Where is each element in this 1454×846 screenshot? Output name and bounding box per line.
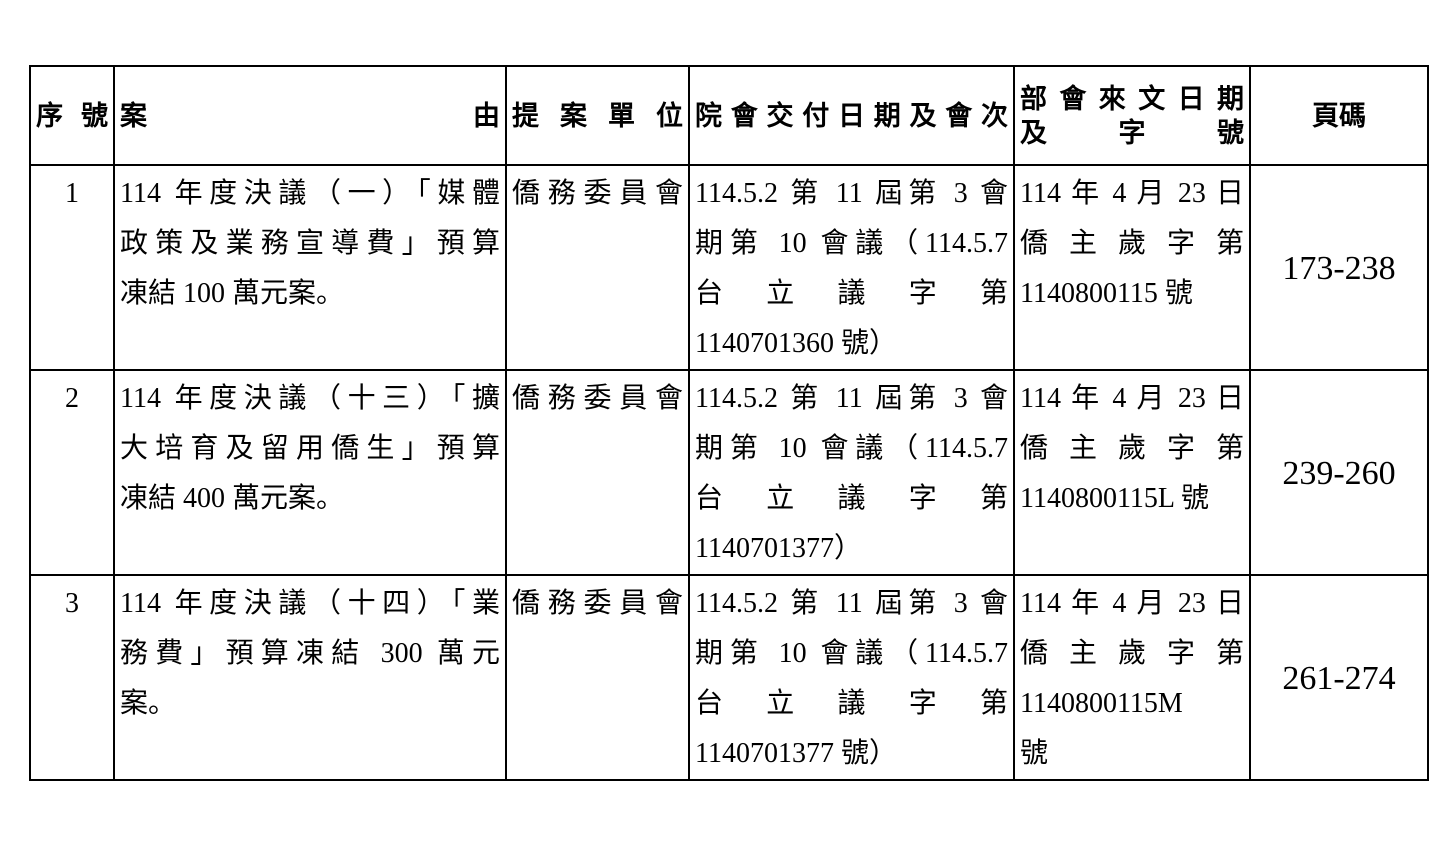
case-line: 務費」預算凍結 300 萬元 — [120, 638, 500, 669]
doc-line: 114 年 4 月 23 日 — [1020, 178, 1244, 209]
freeze-budget-table: 序號 案由 提案單位 院會交付日期及會次 部會來文日期 及字號 頁碼 1 114 年… — [29, 65, 1429, 781]
header-unit: 提案單位 — [505, 65, 690, 166]
doc-line: 僑 主 歲 字 第 — [1020, 638, 1244, 669]
doc-cell: 114 年 4 月 23 日僑 主 歲 字 第 1140800115M 號 — [1013, 574, 1251, 781]
doc-line: 僑 主 歲 字 第 — [1020, 228, 1244, 259]
header-case: 案由 — [113, 65, 507, 166]
unit-cell: 僑務委員會 — [505, 164, 690, 371]
table-row: 1 114 年度決議（一）「媒體 政策及業務宣導費」預算 凍結 100 萬元案。 僑務委… — [29, 164, 1429, 371]
session-line: 114.5.2 第 11 屆第 3 會 — [695, 383, 1008, 414]
session-line: 1140701377） — [695, 533, 862, 564]
doc-line: 號 — [1020, 738, 1049, 769]
header-row: 序號 案由 提案單位 院會交付日期及會次 部會來文日期 及字號 頁碼 — [29, 65, 1429, 166]
doc-line: 114 年 4 月 23 日 — [1020, 588, 1244, 619]
session-line: 1140701360 號） — [695, 328, 897, 359]
case-cell: 114 年度決議（十四）「業 務費」預算凍結 300 萬元 案。 — [113, 574, 507, 781]
case-line: 114 年度決議（十四）「業 — [120, 588, 500, 619]
session-line: 期第 10 會議（114.5.7 — [695, 433, 1008, 464]
header-pages: 頁碼 — [1249, 65, 1429, 166]
header-doc-line1: 部會來文日期 — [1020, 83, 1244, 114]
table-row: 2 114 年度決議（十三）「擴 大培育及留用僑生」預算 凍結 400 萬元案。 僑務委… — [29, 369, 1429, 576]
case-cell: 114 年度決議（一）「媒體 政策及業務宣導費」預算 凍結 100 萬元案。 — [113, 164, 507, 371]
header-doc: 部會來文日期 及字號 — [1013, 65, 1251, 166]
doc-line: 1140800115L 號 — [1020, 483, 1209, 514]
pages-cell: 239-260 — [1249, 369, 1429, 576]
session-line: 114.5.2 第 11 屆第 3 會 — [695, 178, 1008, 209]
case-line: 政策及業務宣導費」預算 — [120, 228, 500, 259]
header-seq: 序號 — [29, 65, 115, 166]
unit-cell: 僑務委員會 — [505, 369, 690, 576]
header-case-right: 由 — [473, 100, 500, 131]
session-line: 台 立 議 字 第 — [695, 483, 1008, 514]
session-line: 台 立 議 字 第 — [695, 278, 1008, 309]
header-case-left: 案 — [120, 100, 147, 131]
unit-cell: 僑務委員會 — [505, 574, 690, 781]
pages-cell: 261-274 — [1249, 574, 1429, 781]
table-row: 3 114 年度決議（十四）「業 務費」預算凍結 300 萬元 案。 僑務委員會 114.… — [29, 574, 1429, 781]
seq-cell: 1 — [29, 164, 115, 371]
case-line: 114 年度決議（一）「媒體 — [120, 178, 500, 209]
doc-line: 1140800115 號 — [1020, 278, 1193, 309]
session-line: 1140701377 號） — [695, 738, 897, 769]
doc-line: 僑 主 歲 字 第 — [1020, 433, 1244, 464]
doc-cell: 114 年 4 月 23 日僑 主 歲 字 第 1140800115 號 — [1013, 164, 1251, 371]
session-cell: 114.5.2 第 11 屆第 3 會期第 10 會議（114.5.7 台 立 議… — [688, 574, 1015, 781]
seq-cell: 3 — [29, 574, 115, 781]
session-cell: 114.5.2 第 11 屆第 3 會期第 10 會議（114.5.7 台 立 議… — [688, 369, 1015, 576]
session-line: 期第 10 會議（114.5.7 — [695, 228, 1008, 259]
pages-cell: 173-238 — [1249, 164, 1429, 371]
session-line: 114.5.2 第 11 屆第 3 會 — [695, 588, 1008, 619]
doc-line: 1140800115M — [1020, 688, 1183, 719]
doc-cell: 114 年 4 月 23 日僑 主 歲 字 第 1140800115L 號 — [1013, 369, 1251, 576]
case-line: 凍結 100 萬元案。 — [120, 278, 345, 309]
case-line: 案。 — [120, 688, 177, 719]
case-cell: 114 年度決議（十三）「擴 大培育及留用僑生」預算 凍結 400 萬元案。 — [113, 369, 507, 576]
seq-cell: 2 — [29, 369, 115, 576]
session-line: 期第 10 會議（114.5.7 — [695, 638, 1008, 669]
session-line: 台 立 議 字 第 — [695, 688, 1008, 719]
doc-line: 114 年 4 月 23 日 — [1020, 383, 1244, 414]
header-doc-line2: 及字號 — [1020, 117, 1244, 148]
case-line: 大培育及留用僑生」預算 — [120, 433, 500, 464]
case-line: 114 年度決議（十三）「擴 — [120, 383, 500, 414]
session-cell: 114.5.2 第 11 屆第 3 會期第 10 會議（114.5.7 台 立 議… — [688, 164, 1015, 371]
header-session: 院會交付日期及會次 — [688, 65, 1015, 166]
case-line: 凍結 400 萬元案。 — [120, 483, 345, 514]
